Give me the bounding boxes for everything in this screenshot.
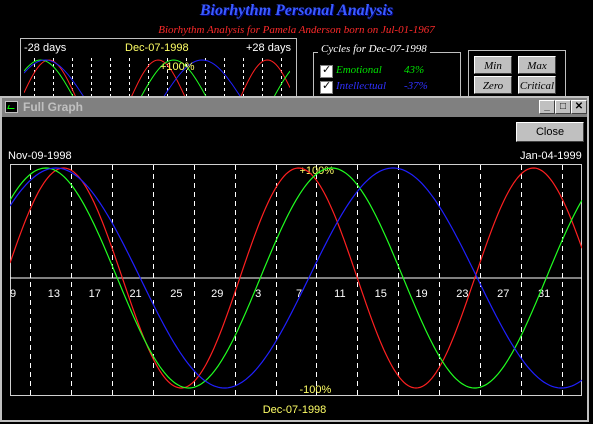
emotional-checkbox[interactable] — [320, 63, 333, 78]
buttons-group — [468, 50, 566, 106]
maximize-icon[interactable]: □ — [555, 100, 571, 114]
close-icon[interactable]: ✕ — [571, 100, 587, 114]
graph-window-icon — [5, 101, 18, 113]
bg-left-label: -28 days — [24, 42, 67, 54]
x-tick-label: 3 — [255, 288, 261, 300]
minus-100-label: -100% — [300, 384, 332, 396]
intellectual-checkbox[interactable] — [320, 79, 333, 94]
window-title: Full Graph — [23, 100, 83, 114]
x-tick-label: 29 — [211, 288, 223, 300]
bg-plus-label: +100% — [160, 61, 195, 73]
cycle-name: Intellectual — [336, 80, 387, 92]
title-bar[interactable]: Full Graph _ □ ✕ — [2, 98, 587, 117]
background-graph-svg — [24, 58, 290, 98]
bg-right-label: +28 days — [246, 42, 291, 54]
biorhythm-chart: 9 13 17 21 25 29 3 7 11 15 19 23 27 31+100%-100% — [10, 164, 582, 396]
min-button[interactable]: Min — [474, 56, 512, 74]
bg-center-date: Dec-07-1998 — [125, 42, 189, 54]
series-line-1 — [10, 167, 582, 389]
x-tick-label: 19 — [415, 288, 427, 300]
x-tick-label: 23 — [456, 288, 468, 300]
x-tick-label: 21 — [129, 288, 141, 300]
app-title: Biorhythm Personal Analysis — [199, 2, 394, 19]
plus-100-label: +100% — [300, 165, 335, 177]
x-tick-label: 13 — [48, 288, 60, 300]
bg-series-line-2 — [24, 59, 242, 98]
zero-button[interactable]: Zero — [474, 76, 512, 94]
background-graph-frame — [20, 38, 297, 109]
end-date-label: Jan-04-1999 — [520, 150, 582, 162]
background-graph — [24, 58, 290, 98]
cycles-legend: Cycles for Dec-07-1998 — [318, 43, 430, 55]
cycle-value: -37% — [404, 80, 428, 92]
x-tick-label: 17 — [89, 288, 101, 300]
series-line-2 — [10, 167, 582, 389]
cycle-value: 43% — [404, 64, 425, 76]
critical-button[interactable]: Critical — [518, 76, 556, 94]
x-tick-label: 9 — [10, 288, 16, 300]
cycle-name: Emotional — [336, 64, 382, 76]
max-button[interactable]: Max — [518, 56, 556, 74]
x-tick-label: 7 — [296, 288, 302, 300]
bg-series-line-1 — [24, 59, 290, 98]
close-button[interactable]: Close — [516, 122, 584, 142]
bg-series-line-0 — [24, 59, 290, 98]
analysis-subtitle: Biorhythm Analysis for Pamela Anderson b… — [158, 24, 435, 36]
start-date-label: Nov-09-1998 — [8, 150, 72, 162]
x-tick-label: 15 — [375, 288, 387, 300]
series-line-0 — [10, 167, 582, 389]
chart-border — [10, 164, 582, 396]
x-tick-label: 25 — [170, 288, 182, 300]
minimize-icon[interactable]: _ — [539, 100, 555, 114]
center-date-label: Dec-07-1998 — [262, 404, 327, 416]
full-graph-window: Full Graph _ □ ✕ Close Nov-09-1998 Jan-0… — [0, 96, 589, 422]
x-tick-label: 11 — [334, 288, 345, 300]
x-tick-label: 27 — [497, 288, 509, 300]
